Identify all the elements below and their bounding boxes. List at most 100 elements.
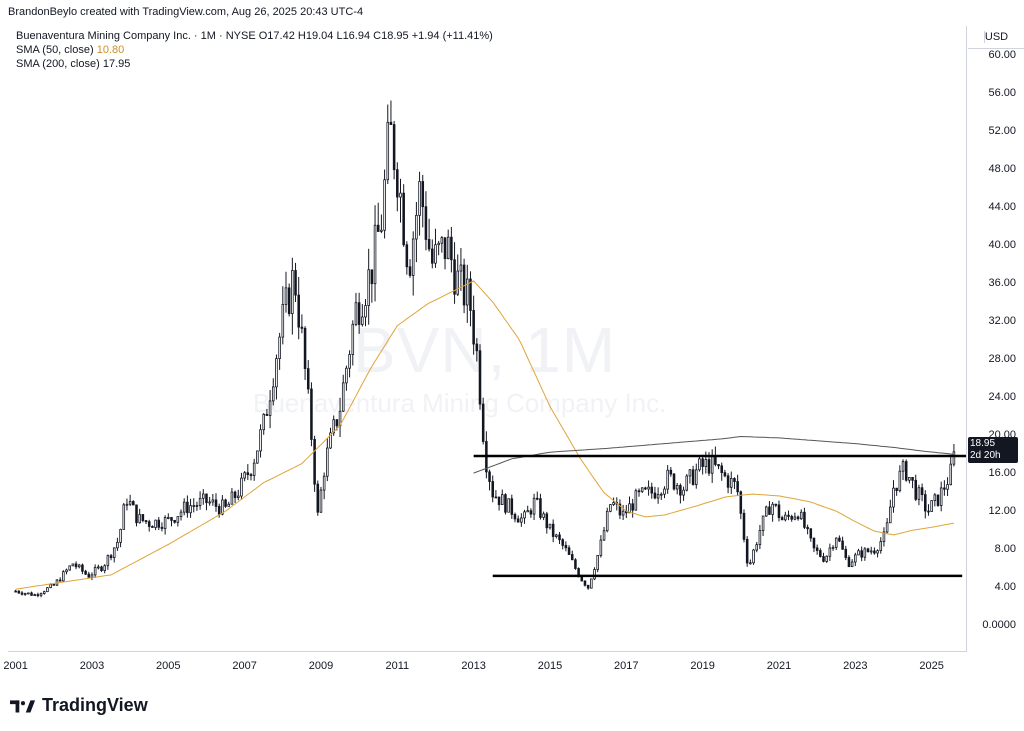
candle-body bbox=[227, 503, 231, 507]
candle-body bbox=[392, 124, 396, 171]
candle-body bbox=[685, 475, 689, 491]
candle-body bbox=[208, 501, 211, 504]
candle-body bbox=[243, 472, 246, 479]
time-axis[interactable]: 2001 2003 2005 2007 2009 2011 2013 2015 2017 2019… bbox=[3, 652, 966, 672]
ohlc-open: 17.42 bbox=[267, 30, 295, 42]
candle-body bbox=[698, 458, 701, 471]
candle-body bbox=[621, 510, 625, 516]
currency-selector[interactable]: USD bbox=[968, 26, 1024, 49]
sma200-line bbox=[473, 435, 954, 474]
candle-body bbox=[303, 327, 307, 370]
candle-body bbox=[58, 579, 62, 582]
sma50-label[interactable]: SMA (50, close) bbox=[16, 44, 94, 56]
ohlc-low-label: L bbox=[336, 30, 343, 42]
candle-body bbox=[879, 541, 883, 552]
x-tick-label: 2001 bbox=[3, 660, 28, 672]
candle-body bbox=[427, 239, 431, 250]
price-axis[interactable]: 60.00 56.00 52.00 48.00 44.00 40.00 36.00 32.00… bbox=[967, 26, 1024, 651]
candle-body bbox=[609, 504, 612, 512]
plot-area[interactable]: BVN, 1M Buenaventura Mining Company Inc.… bbox=[8, 26, 967, 652]
legend-symbol[interactable]: Buenaventura Mining Company Inc. · 1M · … bbox=[16, 30, 256, 42]
price-chart[interactable] bbox=[8, 26, 966, 651]
tradingview-logo[interactable]: TradingView bbox=[10, 695, 148, 716]
candle-body bbox=[179, 511, 183, 518]
candle-body bbox=[475, 343, 479, 352]
sma50-value: 10.80 bbox=[96, 44, 125, 56]
candle-body bbox=[93, 567, 97, 576]
candle-body bbox=[850, 561, 854, 567]
candle-body bbox=[329, 432, 332, 449]
candle-body bbox=[707, 459, 711, 474]
y-tick-label: 0.0000 bbox=[982, 619, 1016, 632]
candle-body bbox=[84, 570, 87, 575]
candle-body bbox=[182, 501, 186, 513]
candle-body bbox=[911, 476, 914, 481]
y-tick-label: 44.00 bbox=[988, 200, 1016, 213]
candle-body bbox=[306, 368, 310, 390]
sma200-value: 17.95 bbox=[102, 58, 131, 70]
candle-body bbox=[631, 503, 634, 511]
candle-body bbox=[784, 514, 787, 521]
candle-body bbox=[679, 485, 682, 496]
ohlc-low: 16.94 bbox=[342, 30, 371, 42]
candle-body bbox=[516, 518, 520, 523]
candle-body bbox=[278, 336, 281, 359]
candle-body bbox=[167, 517, 170, 519]
candle-body bbox=[116, 541, 119, 549]
ohlc-close: 18.95 bbox=[381, 30, 409, 42]
candle-body bbox=[237, 495, 240, 498]
sma50-line bbox=[15, 280, 954, 590]
candle-body bbox=[144, 520, 148, 523]
candle-body bbox=[761, 515, 765, 531]
candle-body bbox=[46, 587, 49, 593]
candle-body bbox=[704, 459, 708, 467]
candle-body bbox=[917, 487, 921, 500]
candle-body bbox=[198, 497, 202, 506]
candle-body bbox=[386, 121, 390, 181]
candle-body bbox=[284, 287, 288, 305]
candle-body bbox=[854, 554, 857, 563]
candle-body bbox=[170, 517, 173, 521]
tradingview-logo-icon bbox=[10, 699, 36, 712]
candle-body bbox=[211, 499, 215, 503]
candle-body bbox=[739, 491, 743, 514]
candle-body bbox=[214, 499, 218, 507]
candle-body bbox=[434, 244, 437, 264]
candle-body bbox=[27, 592, 30, 595]
candle-body bbox=[259, 429, 262, 452]
candle-body bbox=[669, 469, 673, 475]
candle-body bbox=[920, 487, 924, 495]
candle-body bbox=[500, 494, 504, 506]
candle-body bbox=[771, 503, 774, 515]
candle-body bbox=[217, 505, 221, 515]
candle-body bbox=[717, 464, 720, 467]
y-tick-label: 48.00 bbox=[988, 162, 1016, 175]
candle-body bbox=[688, 469, 692, 477]
candle-body bbox=[163, 517, 167, 529]
candle-body bbox=[109, 555, 113, 558]
x-tick-label: 2015 bbox=[537, 660, 563, 672]
candle-body bbox=[252, 462, 256, 476]
candle-body bbox=[637, 490, 641, 493]
candle-body bbox=[504, 494, 507, 513]
candle-body bbox=[119, 529, 122, 543]
candle-body bbox=[701, 458, 704, 467]
candle-body bbox=[860, 550, 863, 558]
candle-body bbox=[567, 547, 571, 555]
candle-body bbox=[383, 179, 386, 231]
candle-body bbox=[341, 382, 345, 412]
candle-body bbox=[287, 287, 291, 315]
candle-body bbox=[596, 555, 599, 570]
candle-body bbox=[520, 517, 523, 523]
candle-body bbox=[354, 302, 358, 325]
sma200-label[interactable]: SMA (200, close) bbox=[16, 58, 100, 70]
candle-body bbox=[586, 584, 590, 589]
candle-body bbox=[885, 522, 889, 533]
candle-body bbox=[132, 501, 135, 506]
candle-body bbox=[316, 483, 320, 513]
candle-body bbox=[195, 505, 199, 507]
candle-body bbox=[481, 403, 485, 442]
candle-body bbox=[605, 510, 609, 532]
candle-body bbox=[396, 169, 399, 198]
candle-body bbox=[77, 564, 81, 568]
